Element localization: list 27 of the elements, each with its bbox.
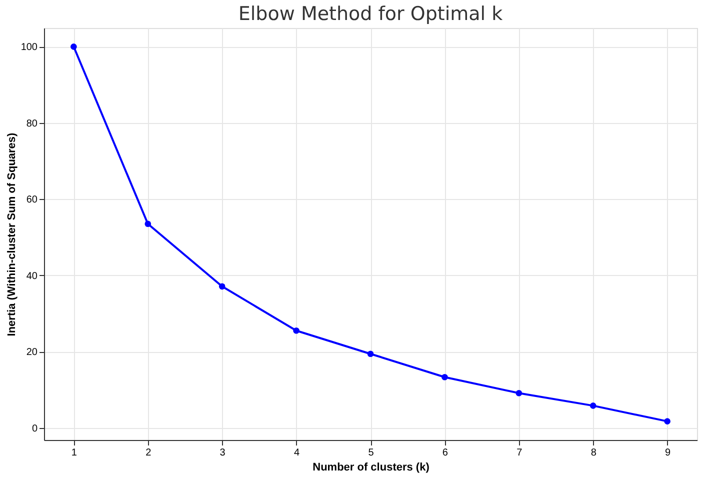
x-tick-label: 2 [146,448,152,458]
point [144,220,152,228]
point [367,350,374,358]
y-tick-label: 40 [26,270,38,282]
x-tick-label: 1 [71,448,78,458]
y-tick-label: 60 [26,194,38,206]
y-tick-label: 20 [26,347,38,358]
point [70,44,77,50]
y-axis-title: Inertia (Within-cluster Sum of Squares) [6,132,18,336]
point [516,390,522,396]
x-tick-label: 4 [294,448,300,458]
y-tick-label: 80 [26,118,38,130]
x-tick-label: 8 [590,448,597,458]
point [590,402,596,409]
x-tick-label: 9 [665,448,672,458]
point [664,418,670,424]
chart-title: Elbow Method for Optimal k [238,3,503,25]
point [442,374,448,380]
y-tick-label: 0 [32,423,38,434]
point [218,283,226,290]
x-tick-label: 5 [368,448,374,458]
x-tick-label: 7 [516,448,523,458]
point [293,327,300,334]
y-tick-label: 100 [20,42,38,54]
x-axis-title: Number of clusters (k) [312,462,430,474]
x-tick-label: 6 [442,448,448,458]
x-tick-label: 3 [220,448,226,458]
